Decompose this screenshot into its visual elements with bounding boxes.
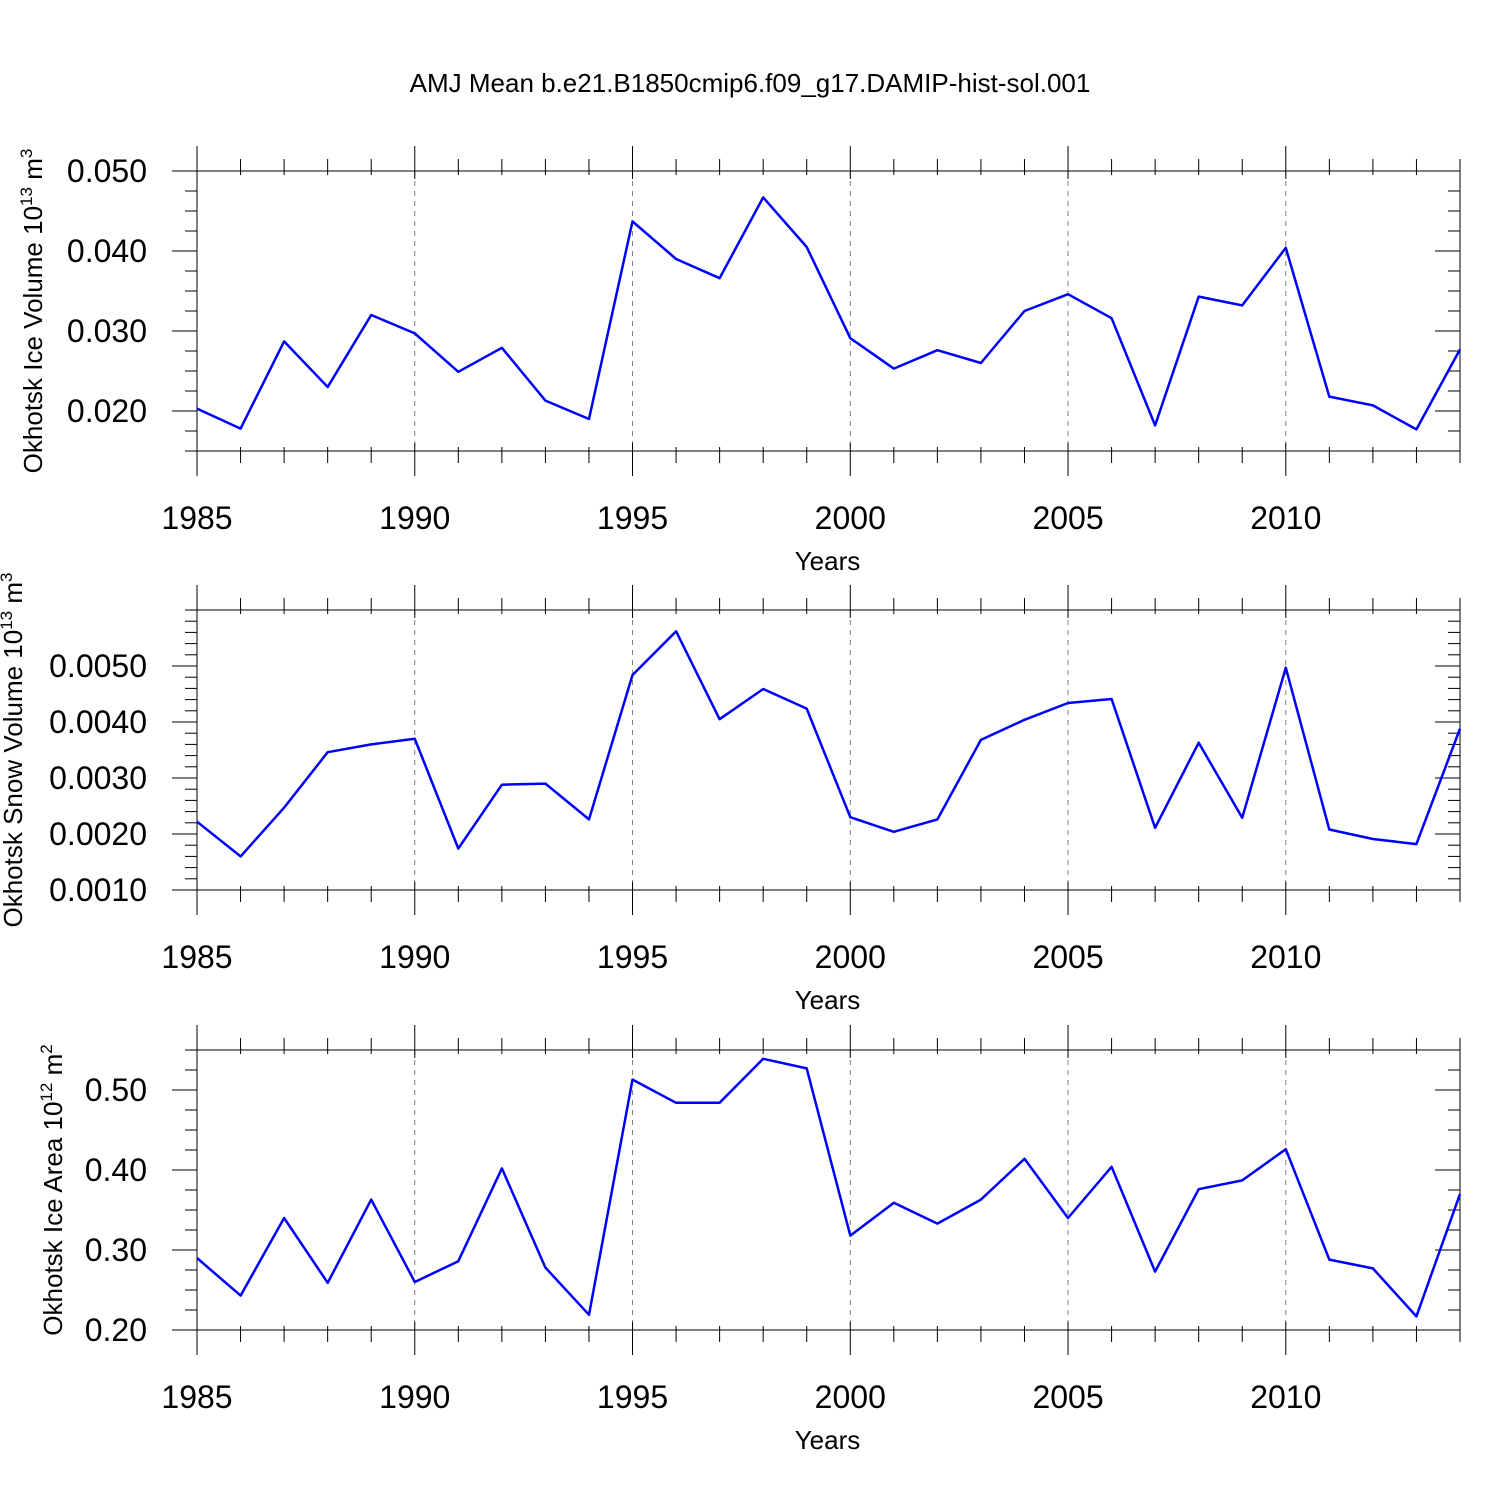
y-tick-label: 0.030 xyxy=(67,313,147,349)
x-tick-label: 2005 xyxy=(1032,1379,1103,1415)
y-tick-label: 0.30 xyxy=(85,1232,147,1268)
y-axis-label: Okhotsk Snow Volume 1013 m3 xyxy=(0,573,28,928)
x-tick-label: 2000 xyxy=(815,1379,886,1415)
y-tick-label: 0.40 xyxy=(85,1152,147,1188)
y-tick-label: 0.0020 xyxy=(49,816,147,852)
x-tick-label: 2010 xyxy=(1250,1379,1321,1415)
y-axis-label-exponent: 13 xyxy=(17,187,36,206)
x-tick-label: 1985 xyxy=(161,1379,232,1415)
x-tick-label: 2010 xyxy=(1250,500,1321,536)
plot-frame xyxy=(196,609,1461,891)
plot-frame xyxy=(196,170,1461,452)
y-axis-label-text: Okhotsk Ice Volume 10 xyxy=(18,206,48,473)
x-tick-label: 1990 xyxy=(379,500,450,536)
x-axis-label: Years xyxy=(795,546,861,576)
y-axis-label-text: Okhotsk Ice Area 10 xyxy=(38,1102,68,1336)
y-tick-label: 0.0010 xyxy=(49,872,147,908)
x-tick-label: 1985 xyxy=(161,500,232,536)
x-tick-label: 1995 xyxy=(597,1379,668,1415)
y-axis-label-text: Okhotsk Snow Volume 10 xyxy=(0,630,28,928)
y-axis-label-exponent: 12 xyxy=(37,1083,56,1102)
x-axis-label: Years xyxy=(795,985,861,1015)
y-axis-label-unit: m xyxy=(38,1054,68,1083)
y-axis-label: Okhotsk Ice Area 1012 m2 xyxy=(37,1044,68,1335)
y-axis-label: Okhotsk Ice Volume 1013 m3 xyxy=(17,149,48,474)
x-tick-label: 2000 xyxy=(815,939,886,975)
series-line xyxy=(196,1057,1462,1318)
y-tick-label: 0.0040 xyxy=(49,704,147,740)
y-tick-label: 0.0030 xyxy=(49,760,147,796)
x-tick-label: 2005 xyxy=(1032,939,1103,975)
y-axis-label-unit-exponent: 3 xyxy=(17,149,36,158)
series-line xyxy=(196,630,1462,858)
x-tick-label: 1995 xyxy=(597,939,668,975)
y-axis-label-unit-exponent: 3 xyxy=(0,573,16,582)
y-tick-label: 0.020 xyxy=(67,393,147,429)
y-axis-label-unit-exponent: 2 xyxy=(37,1044,56,1053)
x-tick-label: 2005 xyxy=(1032,500,1103,536)
y-tick-label: 0.040 xyxy=(67,233,147,269)
x-tick-label: 1995 xyxy=(597,500,668,536)
y-axis-label-exponent: 13 xyxy=(0,611,16,630)
x-axis-label: Years xyxy=(795,1425,861,1455)
chart-panel-2: 1985 1990 1995 2000 2005 2010 0.0010 0.0020 0.00… xyxy=(0,573,1462,1015)
series-line xyxy=(196,196,1462,431)
y-tick-label: 0.0050 xyxy=(49,648,147,684)
x-tick-label: 1990 xyxy=(379,939,450,975)
y-tick-label: 0.20 xyxy=(85,1312,147,1348)
plot-frame xyxy=(196,1049,1461,1331)
x-tick-label: 2010 xyxy=(1250,939,1321,975)
y-axis-label-unit: m xyxy=(18,158,48,187)
x-tick-label: 2000 xyxy=(815,500,886,536)
chart-panel-1: 1985 1990 1995 2000 2005 2010 0.020 0.030 0.040 0… xyxy=(17,146,1462,576)
x-tick-label: 1985 xyxy=(161,939,232,975)
y-axis-label-unit: m xyxy=(0,582,28,611)
y-tick-label: 0.050 xyxy=(67,153,147,189)
y-tick-label: 0.50 xyxy=(85,1072,147,1108)
x-tick-label: 1990 xyxy=(379,1379,450,1415)
page-title: AMJ Mean b.e21.B1850cmip6.f09_g17.DAMIP-… xyxy=(409,68,1091,98)
chart-panel-3: 1985 1990 1995 2000 2005 2010 0.20 0.30 0.40 0.50… xyxy=(37,1025,1462,1455)
